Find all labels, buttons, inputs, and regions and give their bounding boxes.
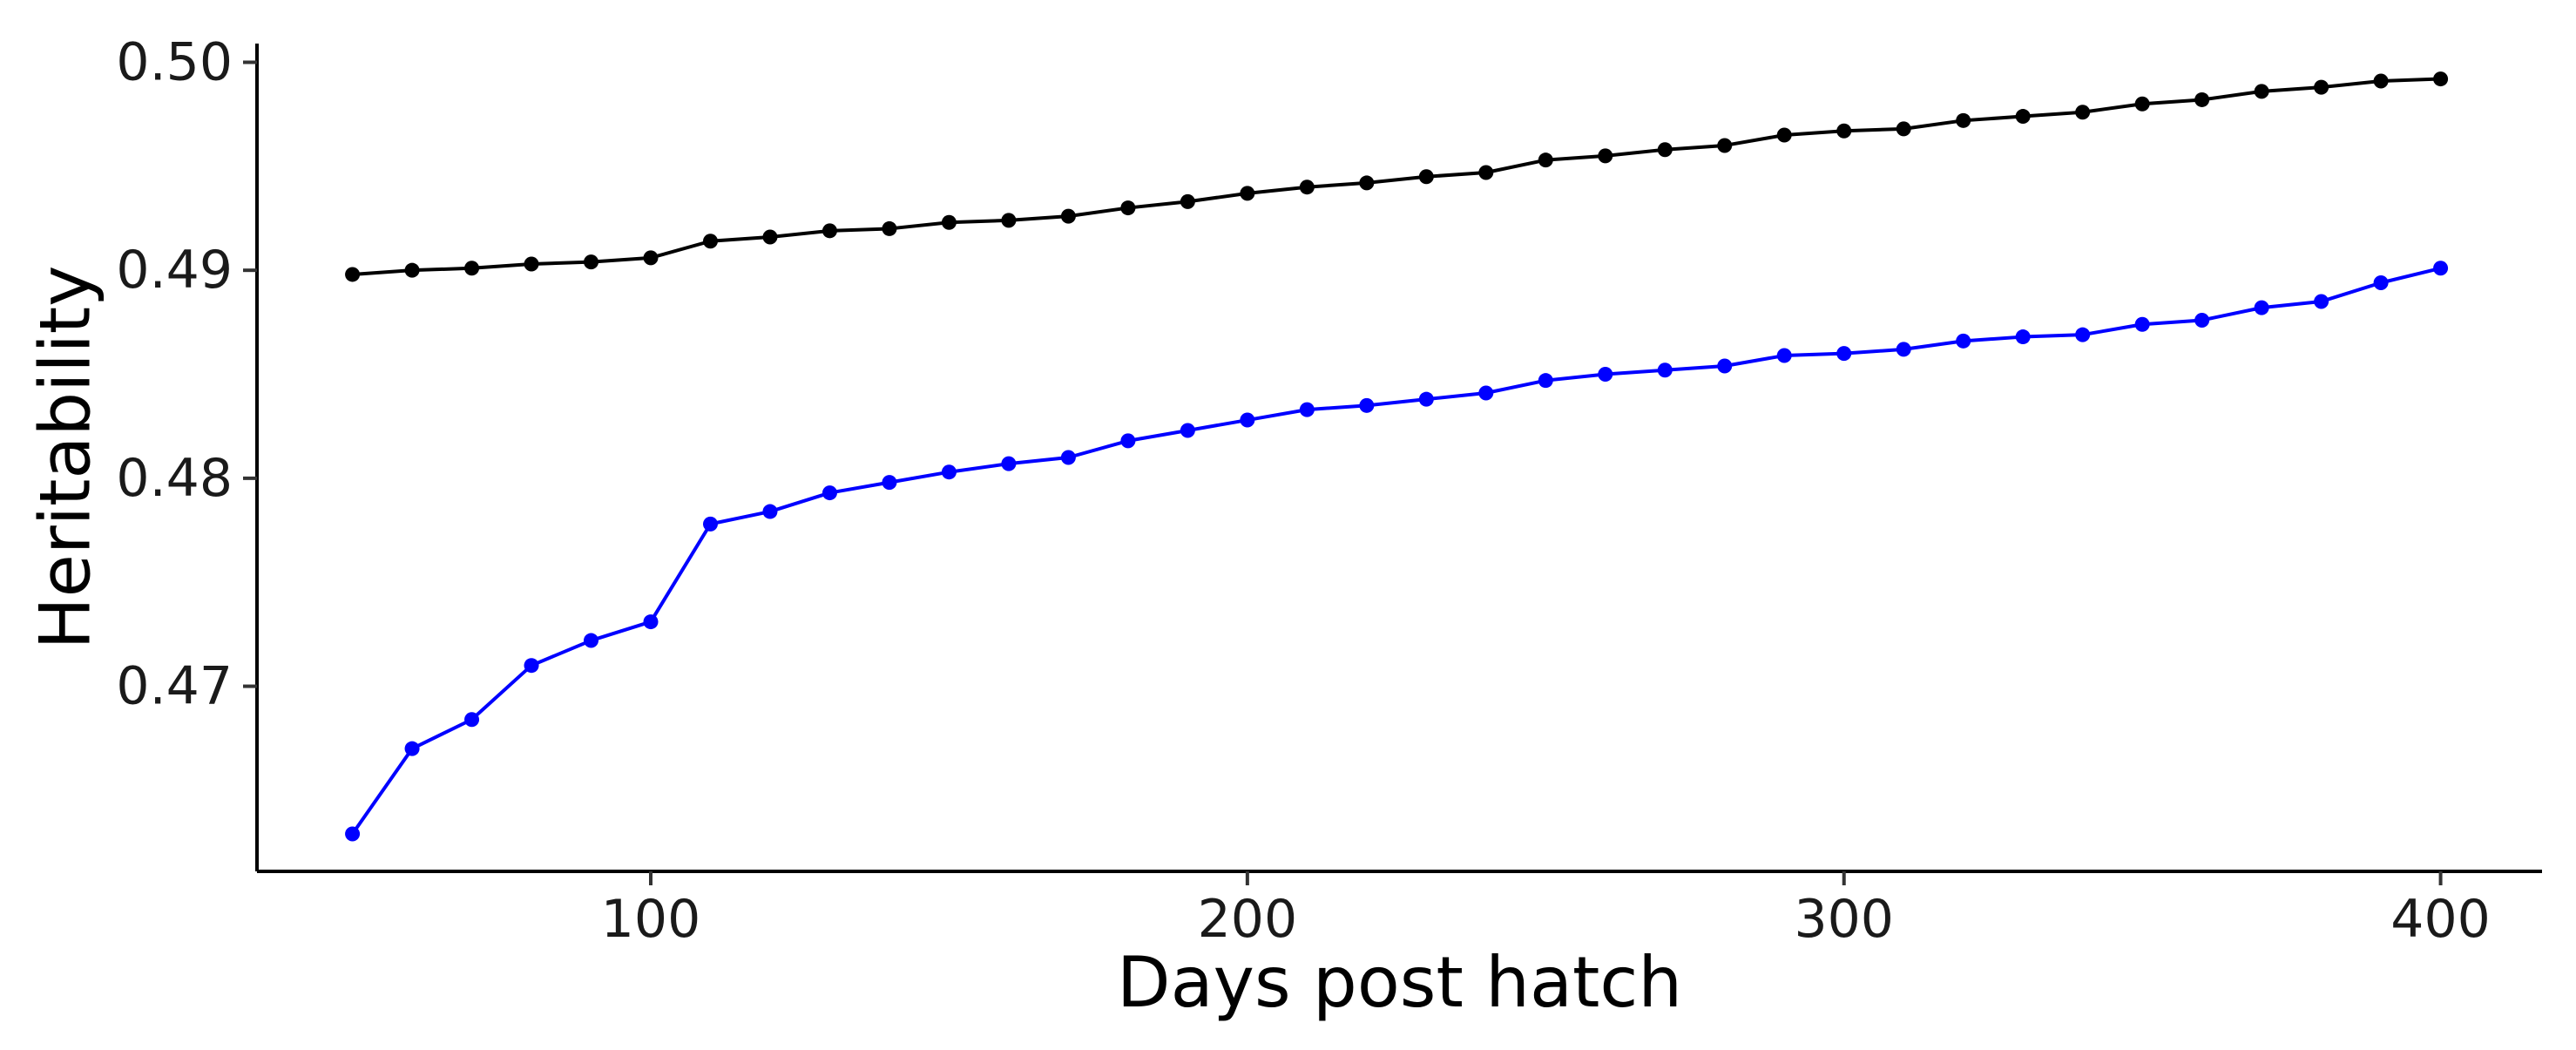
series-0-point <box>2254 84 2269 99</box>
series-0-point <box>1776 127 1792 143</box>
x-tick-label: 200 <box>1198 889 1298 950</box>
series-0-point <box>1180 193 1195 209</box>
series-1-point <box>1956 333 1971 349</box>
x-tick-label: 400 <box>2390 889 2491 950</box>
series-1-point <box>404 741 420 756</box>
x-tick-label: 300 <box>1794 889 1894 950</box>
series-1-point <box>345 826 361 842</box>
y-tick-label: 0.50 <box>116 31 233 92</box>
y-tick-label: 0.47 <box>116 656 233 717</box>
series-0-point <box>2134 96 2150 112</box>
series-0-point <box>1717 138 1733 153</box>
series-1-point <box>762 504 778 519</box>
series-1-point <box>2194 312 2210 328</box>
series-1-point <box>1001 456 1017 471</box>
series-0-line <box>352 77 2441 276</box>
series-0-point <box>821 223 837 239</box>
series-1-point <box>464 712 480 728</box>
series-0-point <box>1060 208 1076 224</box>
series-0-point <box>941 214 957 230</box>
series-0-point <box>524 256 539 272</box>
series-1-point <box>1359 397 1375 413</box>
x-tick-label: 100 <box>601 889 701 950</box>
series-0-point <box>2194 91 2210 107</box>
y-tick-label: 0.49 <box>116 240 233 301</box>
series-0-point <box>643 250 659 266</box>
series-1-point <box>2314 294 2329 309</box>
series-1-point <box>1836 346 1852 362</box>
series-0-point <box>1240 186 1255 201</box>
series-1-point <box>821 485 837 501</box>
series-0-point <box>404 262 420 278</box>
series-0-point <box>1657 142 1673 158</box>
x-axis-ticks: 100 200 300 400 <box>601 871 2491 950</box>
plot-area <box>345 71 2449 842</box>
y-tick-label: 0.48 <box>116 448 233 509</box>
series-1-point <box>1180 423 1195 438</box>
series-1-point <box>1418 391 1434 407</box>
series-0-point <box>1418 169 1434 185</box>
series-1-point <box>1240 412 1255 428</box>
series-0-point <box>702 234 718 249</box>
series-1-point <box>2373 274 2389 290</box>
series-0-point <box>2015 109 2031 125</box>
series-0 <box>345 71 2449 282</box>
series-1-point <box>1060 450 1076 465</box>
series-1-point <box>2015 329 2031 345</box>
series-0-point <box>2373 73 2389 89</box>
series-0-point <box>1120 200 1136 216</box>
y-axis-ticks: 0.47 0.48 0.49 0.50 <box>116 31 257 717</box>
series-0-point <box>2433 71 2449 87</box>
series-1-point <box>702 516 718 532</box>
series-1-point <box>2433 261 2449 276</box>
series-0-point <box>1359 175 1375 191</box>
series-1-point <box>1598 367 1613 383</box>
series-0-point <box>1598 148 1613 164</box>
series-0-point <box>345 267 361 282</box>
x-axis-title: Days post hatch <box>1117 942 1682 1023</box>
series-1-point <box>1120 433 1136 449</box>
series-0-point <box>584 254 599 270</box>
series-0-point <box>1896 121 1911 137</box>
series-0-point <box>1836 123 1852 139</box>
series-1 <box>345 261 2449 842</box>
series-1-line <box>350 266 2442 836</box>
series-1-point <box>2134 316 2150 332</box>
series-1-point <box>1717 358 1733 374</box>
series-0-point <box>1538 152 1553 168</box>
series-0-point <box>1001 213 1017 228</box>
series-1-point <box>2075 327 2091 342</box>
series-1-point <box>524 658 539 674</box>
series-1-point <box>2254 300 2269 315</box>
series-0-point <box>1299 180 1315 195</box>
series-1-point <box>1896 342 1911 357</box>
series-1-point <box>584 633 599 648</box>
series-1-point <box>643 614 659 630</box>
series-1-point <box>941 464 957 480</box>
series-0-point <box>882 220 897 236</box>
series-0-point <box>762 229 778 245</box>
series-0-point <box>464 261 480 276</box>
series-1-point <box>1776 348 1792 363</box>
series-0-point <box>2314 79 2329 95</box>
series-1-point <box>1478 385 1494 401</box>
series-1-point <box>1299 402 1315 417</box>
y-axis-title: Heritability <box>25 265 106 649</box>
series-1-point <box>882 475 897 491</box>
series-1-point <box>1657 362 1673 378</box>
series-0-point <box>1956 112 1971 128</box>
series-0-point <box>2075 105 2091 120</box>
series-0-point <box>1478 165 1494 180</box>
series-1-point <box>1538 373 1553 389</box>
